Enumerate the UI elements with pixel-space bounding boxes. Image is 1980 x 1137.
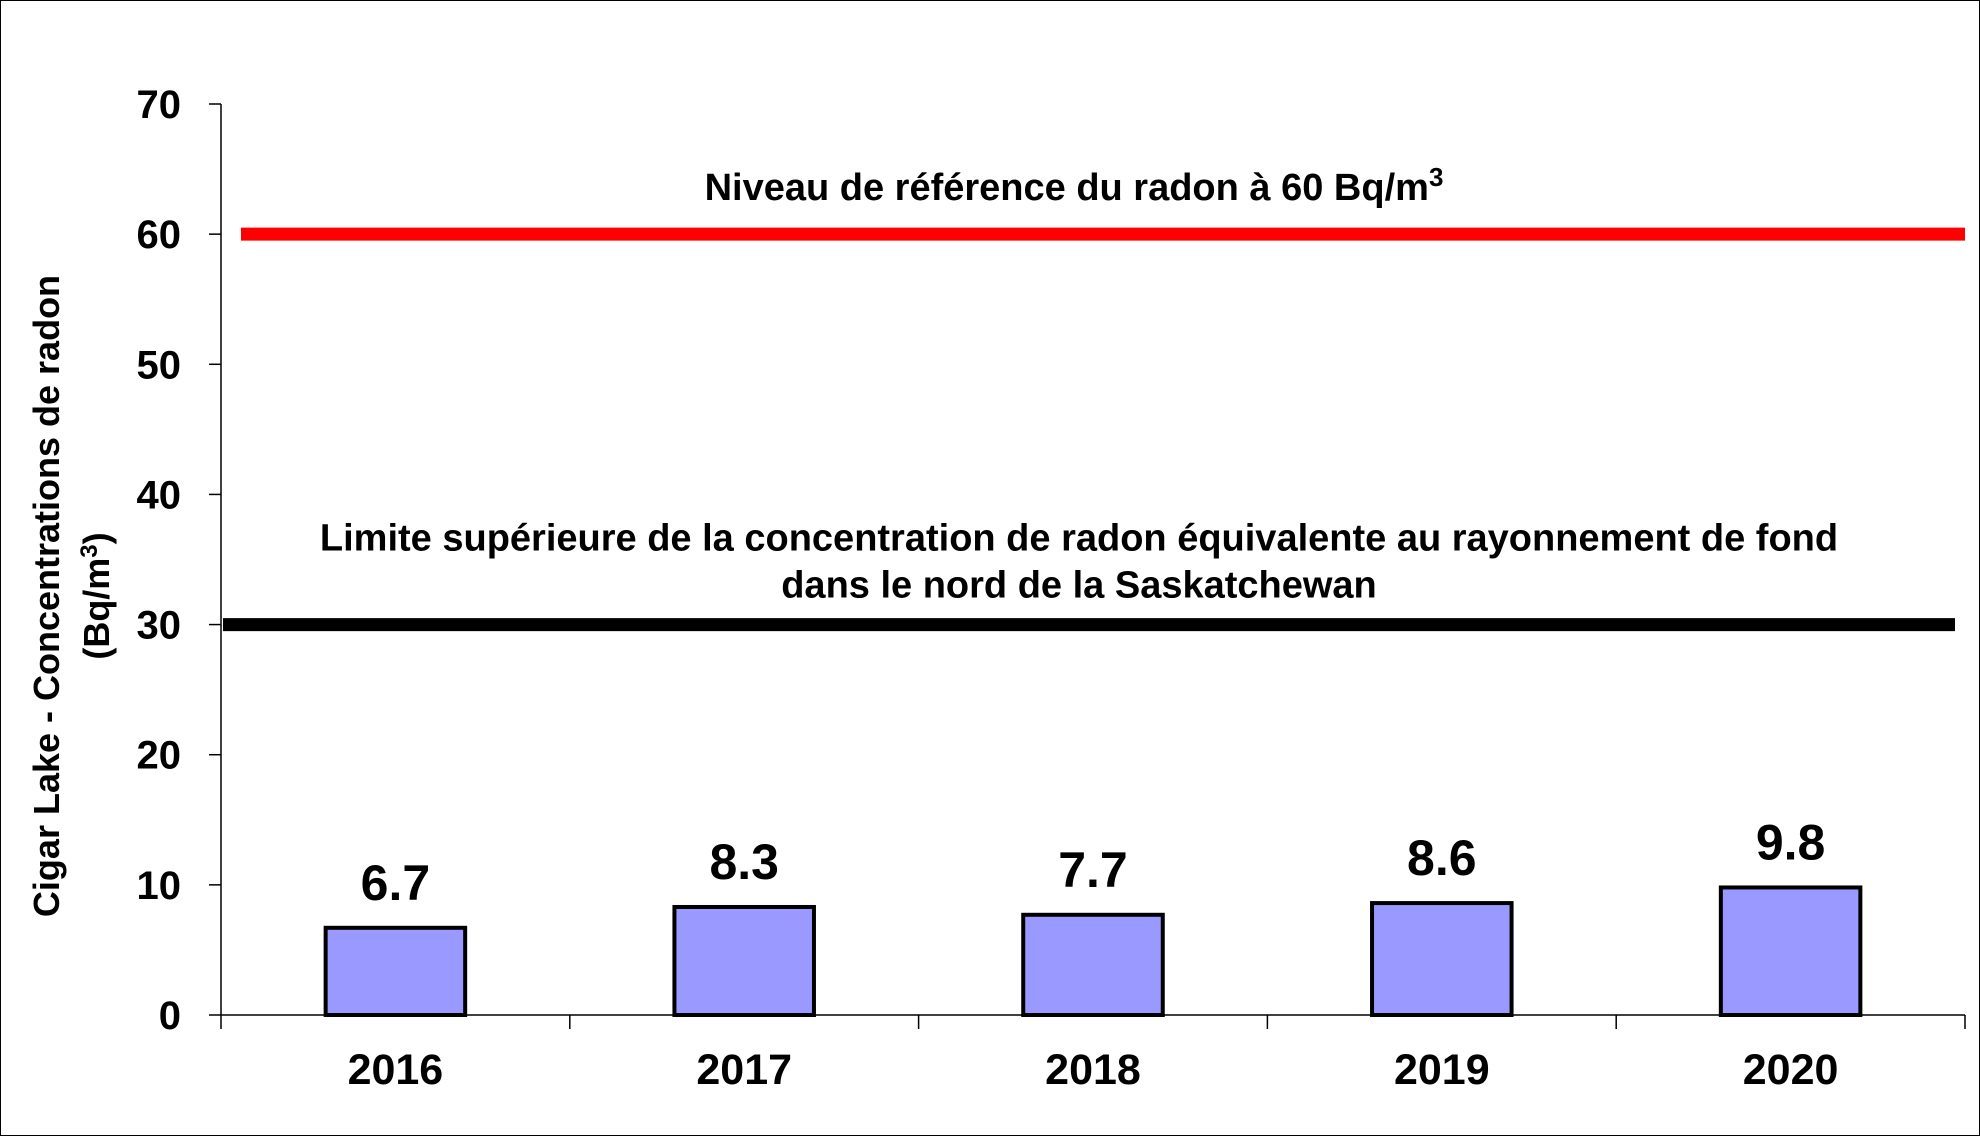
category-label-2020: 2020: [1743, 1046, 1839, 1094]
data-label-2019: 8.6: [1407, 830, 1477, 886]
data-label-2017: 8.3: [709, 834, 779, 890]
reference-label-30-line-2: dans le nord de la Saskatchewan: [781, 565, 1377, 607]
bar-2016: [323, 925, 468, 1017]
y-tick-label: 40: [137, 473, 182, 517]
bar-2018: [1021, 912, 1165, 1017]
y-tick-label: 20: [137, 734, 182, 778]
category-label-2018: 2018: [1045, 1046, 1141, 1094]
y-tick-label: 10: [137, 864, 182, 908]
category-label-2017: 2017: [696, 1046, 792, 1094]
bar-2020: [1718, 885, 1863, 1018]
y-tick-label: 0: [159, 994, 181, 1038]
bar-2017: [672, 904, 816, 1018]
y-tick-label: 60: [137, 213, 182, 257]
bar-2019: [1370, 901, 1514, 1018]
data-label-2020: 9.8: [1756, 814, 1826, 870]
y-tick-label: 50: [137, 343, 182, 387]
data-label-2018: 7.7: [1058, 842, 1128, 898]
y-axis-title: Cigar Lake - Concentrations de radon: [26, 275, 67, 917]
y-axis-title-unit: (Bq/m3): [76, 532, 117, 659]
category-label-2016: 2016: [348, 1046, 444, 1094]
y-tick-label: 30: [137, 604, 182, 648]
y-tick-label: 70: [137, 83, 182, 127]
reference-label-60: Niveau de référence du radon à 60 Bq/m3: [705, 162, 1444, 209]
category-label-2019: 2019: [1394, 1046, 1490, 1094]
reference-label-30-line-1: Limite supérieure de la concentration de…: [320, 518, 1838, 560]
data-label-2016: 6.7: [361, 855, 431, 911]
